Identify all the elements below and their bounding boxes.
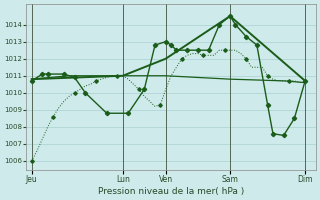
X-axis label: Pression niveau de la mer( hPa ): Pression niveau de la mer( hPa ) (98, 187, 244, 196)
